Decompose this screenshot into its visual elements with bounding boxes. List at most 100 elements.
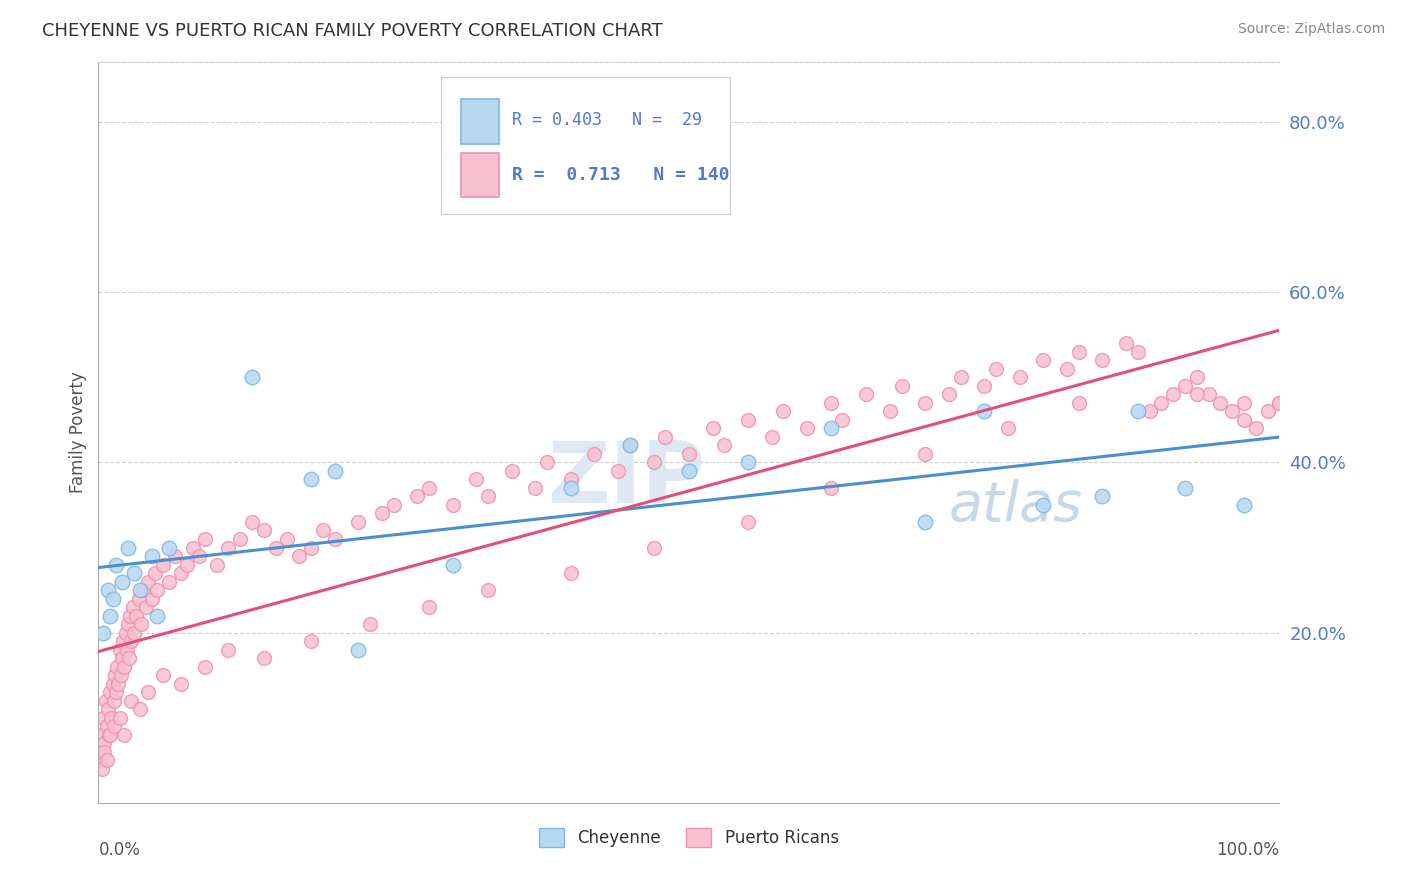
Point	[98, 728, 121, 742]
Point	[1268, 396, 1291, 410]
Point	[1233, 396, 1256, 410]
Point	[536, 455, 558, 469]
Point	[772, 404, 794, 418]
Point	[91, 762, 114, 776]
Point	[501, 464, 523, 478]
Point	[713, 438, 735, 452]
Text: 100.0%: 100.0%	[1216, 841, 1279, 859]
Point	[93, 745, 115, 759]
Point	[1091, 490, 1114, 504]
Point	[855, 387, 877, 401]
Point	[181, 541, 204, 555]
Point	[128, 591, 150, 606]
Point	[1257, 404, 1279, 418]
Point	[121, 694, 143, 708]
Point	[157, 541, 180, 555]
Point	[973, 404, 995, 418]
Point	[607, 464, 630, 478]
Point	[152, 558, 174, 572]
Point	[984, 361, 1007, 376]
Point	[120, 608, 142, 623]
Point	[1209, 396, 1232, 410]
Point	[1067, 344, 1090, 359]
Point	[406, 490, 429, 504]
Y-axis label: Family Poverty: Family Poverty	[69, 372, 87, 493]
Point	[217, 642, 239, 657]
Point	[1268, 396, 1291, 410]
Point	[98, 728, 121, 742]
Point	[914, 515, 936, 529]
Point	[371, 507, 394, 521]
Point	[108, 711, 131, 725]
Point	[323, 532, 346, 546]
Point	[136, 685, 159, 699]
Point	[678, 447, 700, 461]
Point	[114, 625, 136, 640]
Point	[1198, 387, 1220, 401]
Point	[122, 566, 145, 580]
Point	[347, 515, 370, 529]
Point	[253, 651, 276, 665]
Point	[101, 591, 124, 606]
Point	[288, 549, 311, 563]
Point	[105, 558, 128, 572]
Point	[91, 745, 114, 759]
Point	[107, 676, 129, 690]
Text: ZIP: ZIP	[547, 438, 704, 521]
Point	[105, 659, 128, 673]
Point	[1161, 387, 1184, 401]
Point	[176, 558, 198, 572]
Point	[122, 625, 145, 640]
Point	[157, 574, 180, 589]
Point	[118, 651, 141, 665]
Point	[91, 625, 114, 640]
Point	[97, 582, 120, 597]
Text: R =  0.713   N = 140: R = 0.713 N = 140	[512, 166, 730, 184]
Point	[240, 515, 263, 529]
Point	[312, 524, 335, 538]
Point	[997, 421, 1019, 435]
Point	[761, 430, 783, 444]
Point	[111, 574, 134, 589]
Point	[136, 574, 159, 589]
Point	[1150, 396, 1173, 410]
Point	[205, 558, 228, 572]
Point	[299, 634, 322, 648]
Point	[96, 719, 118, 733]
Point	[103, 694, 125, 708]
Point	[1185, 370, 1208, 384]
Point	[1008, 370, 1031, 384]
Point	[229, 532, 252, 546]
Point	[643, 541, 665, 555]
Point	[1067, 396, 1090, 410]
Point	[1056, 361, 1078, 376]
Point	[104, 668, 127, 682]
FancyBboxPatch shape	[461, 99, 499, 144]
Point	[146, 608, 169, 623]
Point	[170, 676, 193, 690]
Point	[914, 447, 936, 461]
Point	[141, 591, 163, 606]
Point	[135, 600, 157, 615]
Point	[914, 396, 936, 410]
Point	[619, 438, 641, 452]
Point	[299, 472, 322, 486]
Point	[441, 498, 464, 512]
FancyBboxPatch shape	[441, 78, 730, 214]
Point	[128, 702, 150, 716]
Point	[170, 566, 193, 580]
Text: 0.0%: 0.0%	[98, 841, 141, 859]
Point	[524, 481, 547, 495]
Point	[418, 481, 440, 495]
Text: Source: ZipAtlas.com: Source: ZipAtlas.com	[1237, 22, 1385, 37]
Point	[128, 582, 150, 597]
Point	[1233, 413, 1256, 427]
Point	[1032, 353, 1054, 368]
Point	[973, 379, 995, 393]
Point	[737, 413, 759, 427]
Point	[441, 558, 464, 572]
Point	[465, 472, 488, 486]
Point	[347, 642, 370, 657]
Point	[1220, 404, 1243, 418]
Point	[96, 753, 118, 767]
